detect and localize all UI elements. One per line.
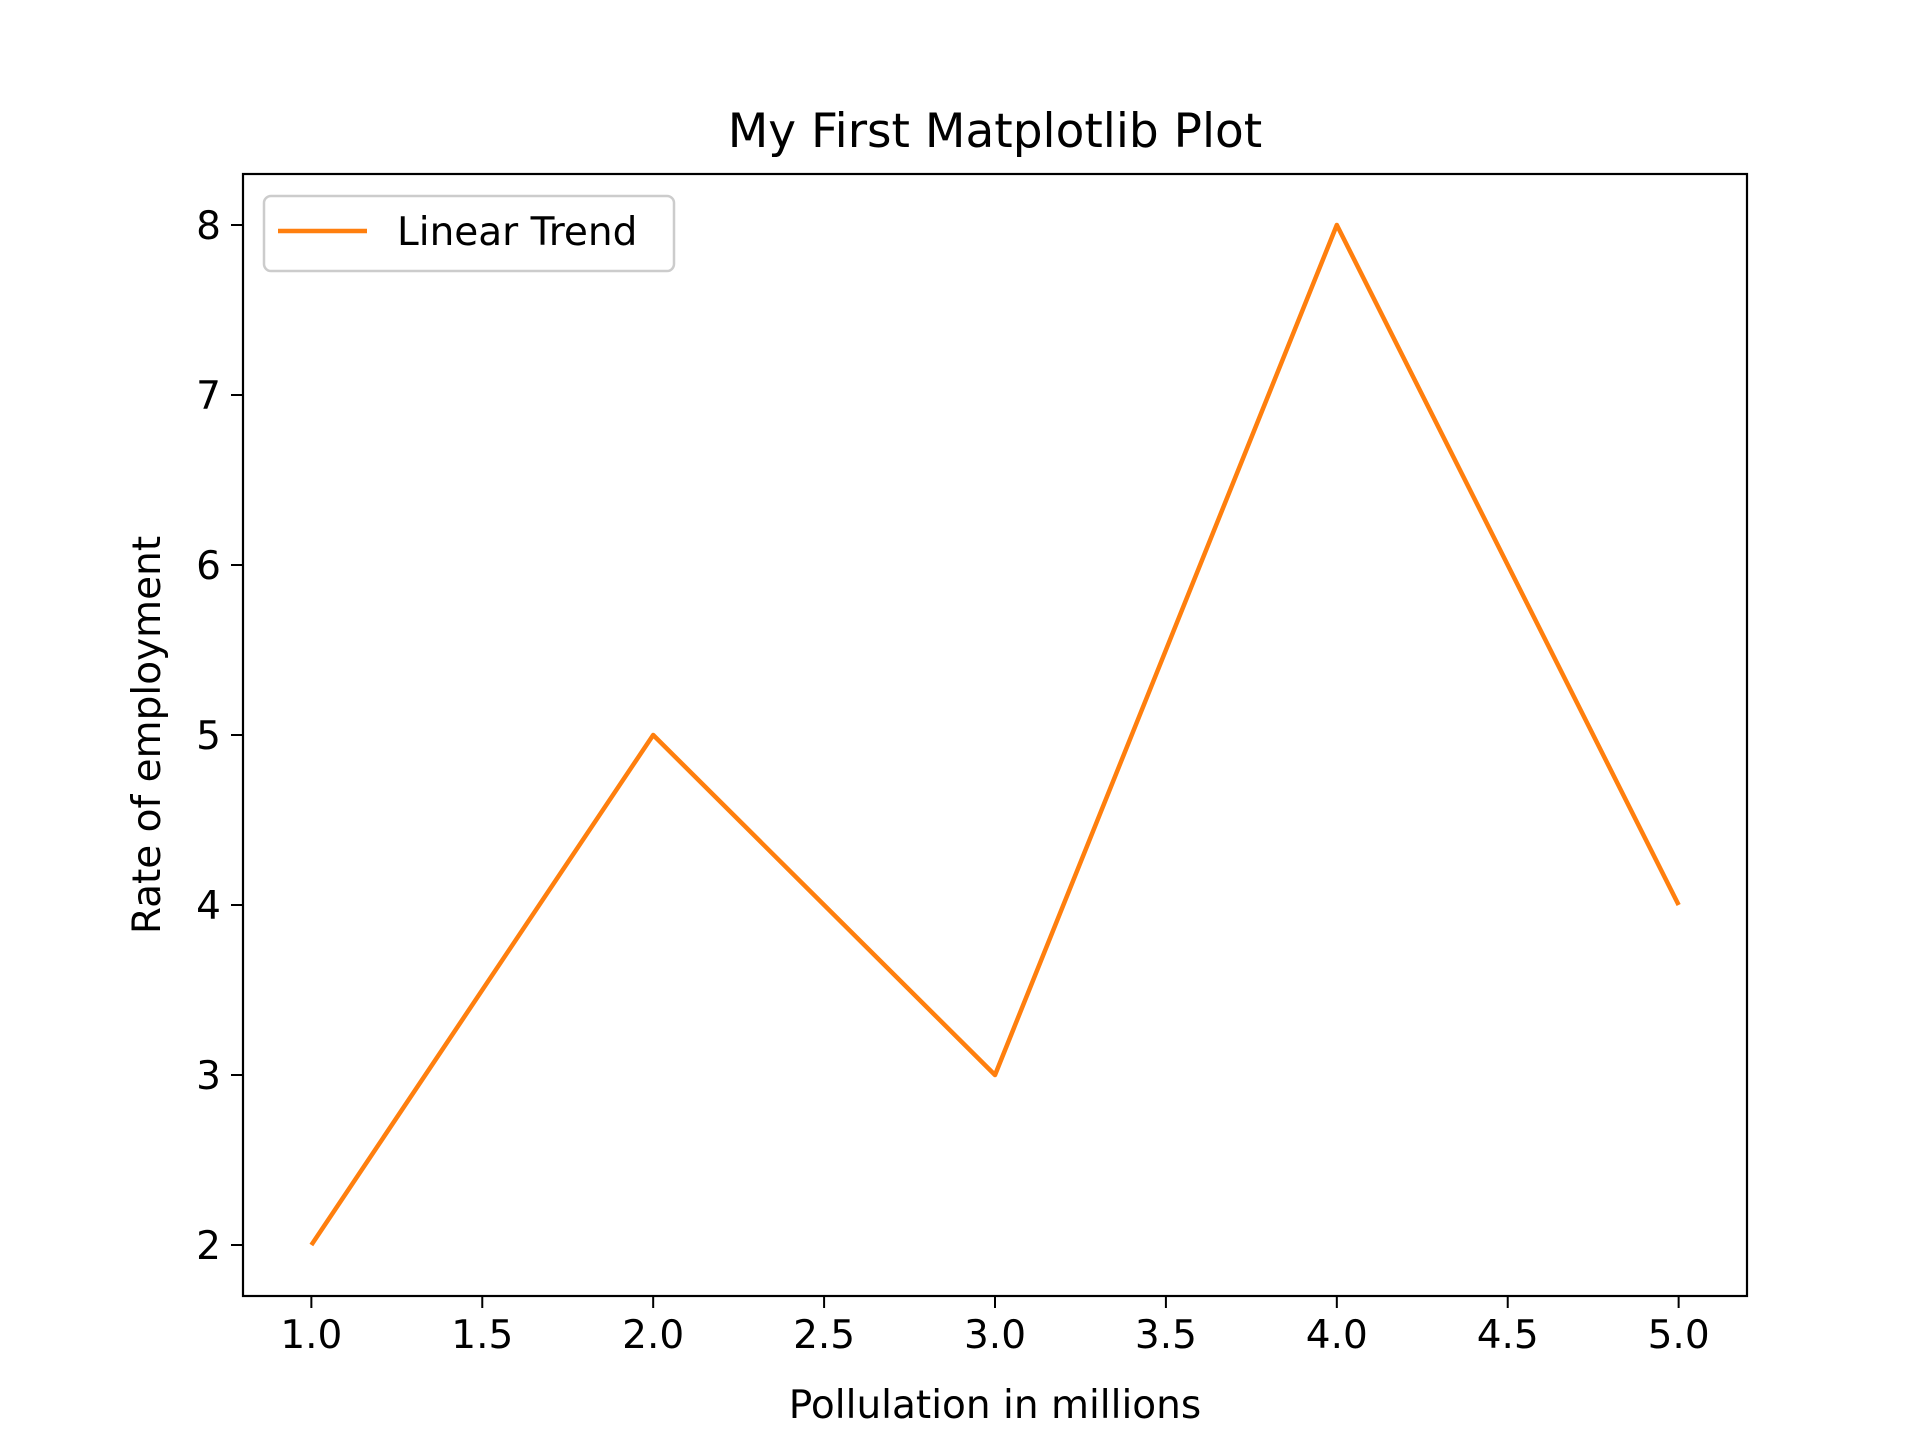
y-axis-ticks: 2 3 4 5 6 7 8 [196,204,243,1269]
y-tick-label: 8 [196,204,221,249]
y-tick-label: 4 [196,884,221,929]
y-tick-label: 2 [196,1224,221,1269]
x-tick-label: 1.5 [451,1313,513,1358]
axes-frame [241,172,1749,1298]
x-tick-label: 3.0 [964,1313,1026,1358]
x-tick-label: 2.0 [622,1313,684,1358]
legend-label-linear-trend: Linear Trend [397,210,637,255]
series-line-linear-trend [309,222,1681,1247]
x-axis-ticks: 1.0 1.5 2.0 2.5 3.0 3.5 4.0 4.5 5.0 [280,1296,1710,1358]
x-tick-label: 5.0 [1648,1313,1710,1358]
y-tick-label: 7 [196,374,221,419]
series-layer [309,222,1681,1247]
y-axis-label: Rate of employment [125,536,170,934]
y-tick-label: 5 [196,714,221,759]
x-axis-label: Pollulation in millions [789,1383,1201,1428]
y-tick-label: 3 [196,1054,221,1099]
x-tick-label: 4.5 [1477,1313,1539,1358]
legend: Linear Trend [262,194,676,273]
y-tick-label: 6 [196,544,221,589]
x-tick-label: 1.0 [280,1313,342,1358]
x-tick-label: 3.5 [1135,1313,1197,1358]
x-tick-label: 2.5 [793,1313,855,1358]
legend-box [262,194,676,273]
chart-title: My First Matplotlib Plot [728,104,1263,159]
x-tick-label: 4.0 [1306,1313,1368,1358]
